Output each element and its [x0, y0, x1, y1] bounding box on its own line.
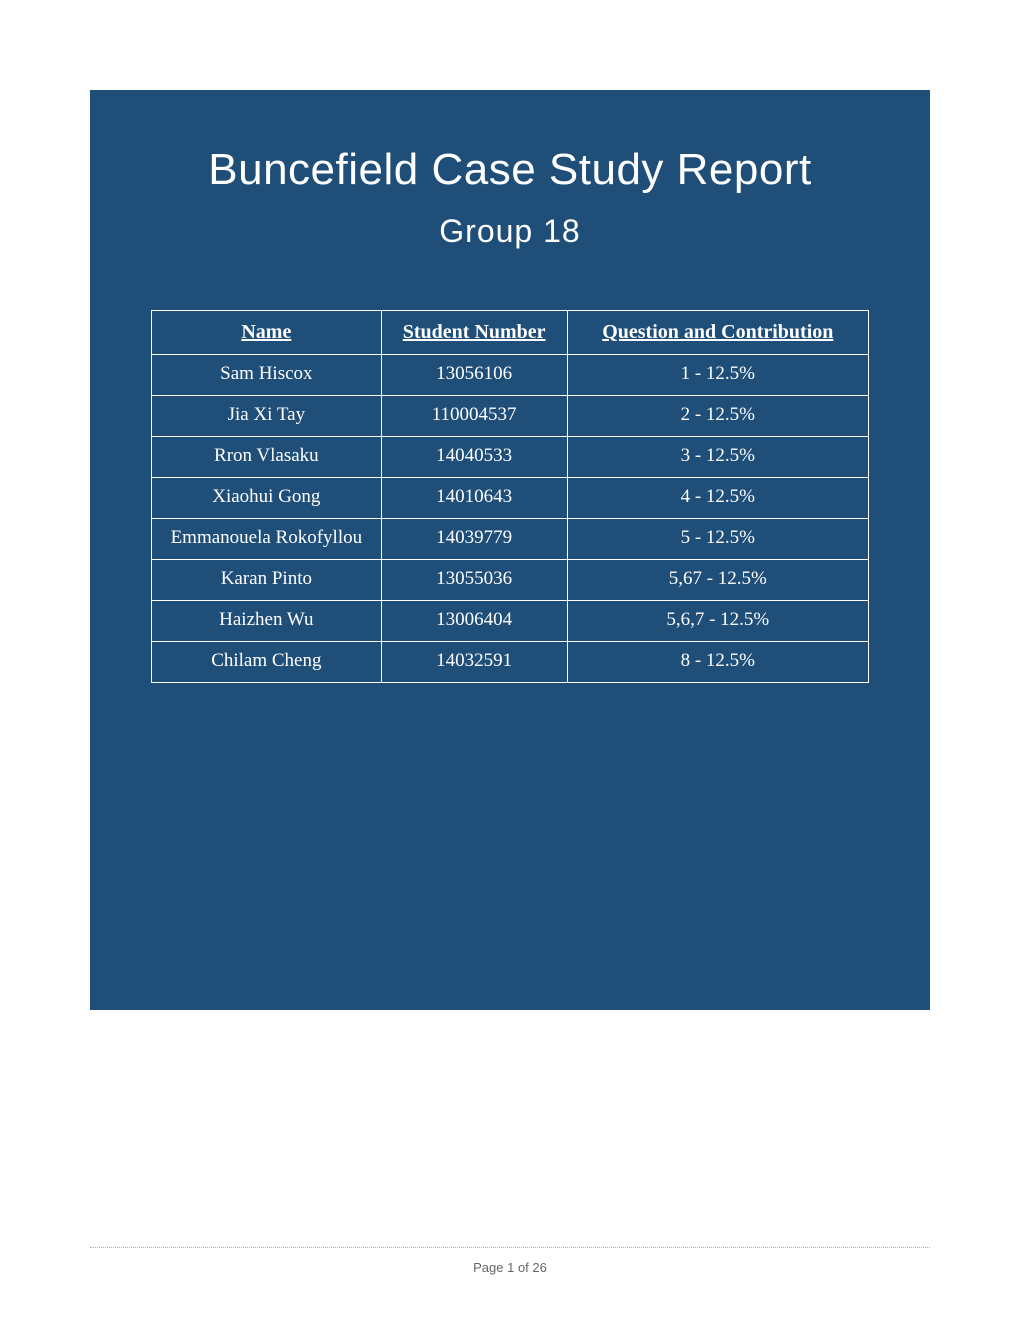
- document-page: Buncefield Case Study Report Group 18 Na…: [0, 0, 1020, 1320]
- cell-contribution: 5,6,7 - 12.5%: [567, 601, 868, 642]
- col-header-student-number: Student Number: [381, 311, 567, 355]
- cell-name: Chilam Cheng: [152, 642, 381, 683]
- cell-name: Sam Hiscox: [152, 355, 381, 396]
- cell-student-number: 14039779: [381, 519, 567, 560]
- cell-contribution: 4 - 12.5%: [567, 478, 868, 519]
- cell-name: Jia Xi Tay: [152, 396, 381, 437]
- cell-student-number: 13055036: [381, 560, 567, 601]
- title-panel: Buncefield Case Study Report Group 18 Na…: [90, 90, 930, 1010]
- table-row: Sam Hiscox 13056106 1 - 12.5%: [152, 355, 869, 396]
- cell-student-number: 110004537: [381, 396, 567, 437]
- col-header-name: Name: [152, 311, 381, 355]
- report-title: Buncefield Case Study Report: [120, 145, 900, 195]
- cell-student-number: 13056106: [381, 355, 567, 396]
- footer-divider: [90, 1247, 930, 1248]
- table-row: Karan Pinto 13055036 5,67 - 12.5%: [152, 560, 869, 601]
- cell-student-number: 14010643: [381, 478, 567, 519]
- cell-contribution: 5 - 12.5%: [567, 519, 868, 560]
- table-row: Haizhen Wu 13006404 5,6,7 - 12.5%: [152, 601, 869, 642]
- table-row: Emmanouela Rokofyllou 14039779 5 - 12.5%: [152, 519, 869, 560]
- contribution-table: Name Student Number Question and Contrib…: [151, 310, 869, 683]
- table-row: Xiaohui Gong 14010643 4 - 12.5%: [152, 478, 869, 519]
- table-body: Sam Hiscox 13056106 1 - 12.5% Jia Xi Tay…: [152, 355, 869, 683]
- page-number: Page 1 of 26: [0, 1260, 1020, 1275]
- cell-name: Rron Vlasaku: [152, 437, 381, 478]
- table-row: Rron Vlasaku 14040533 3 - 12.5%: [152, 437, 869, 478]
- report-subtitle: Group 18: [120, 213, 900, 250]
- cell-student-number: 14040533: [381, 437, 567, 478]
- cell-contribution: 1 - 12.5%: [567, 355, 868, 396]
- cell-contribution: 5,67 - 12.5%: [567, 560, 868, 601]
- cell-name: Xiaohui Gong: [152, 478, 381, 519]
- cell-contribution: 3 - 12.5%: [567, 437, 868, 478]
- cell-name: Emmanouela Rokofyllou: [152, 519, 381, 560]
- table-header-row: Name Student Number Question and Contrib…: [152, 311, 869, 355]
- table-row: Jia Xi Tay 110004537 2 - 12.5%: [152, 396, 869, 437]
- cell-contribution: 2 - 12.5%: [567, 396, 868, 437]
- table-row: Chilam Cheng 14032591 8 - 12.5%: [152, 642, 869, 683]
- cell-contribution: 8 - 12.5%: [567, 642, 868, 683]
- cell-name: Karan Pinto: [152, 560, 381, 601]
- cell-name: Haizhen Wu: [152, 601, 381, 642]
- col-header-contribution: Question and Contribution: [567, 311, 868, 355]
- cell-student-number: 13006404: [381, 601, 567, 642]
- cell-student-number: 14032591: [381, 642, 567, 683]
